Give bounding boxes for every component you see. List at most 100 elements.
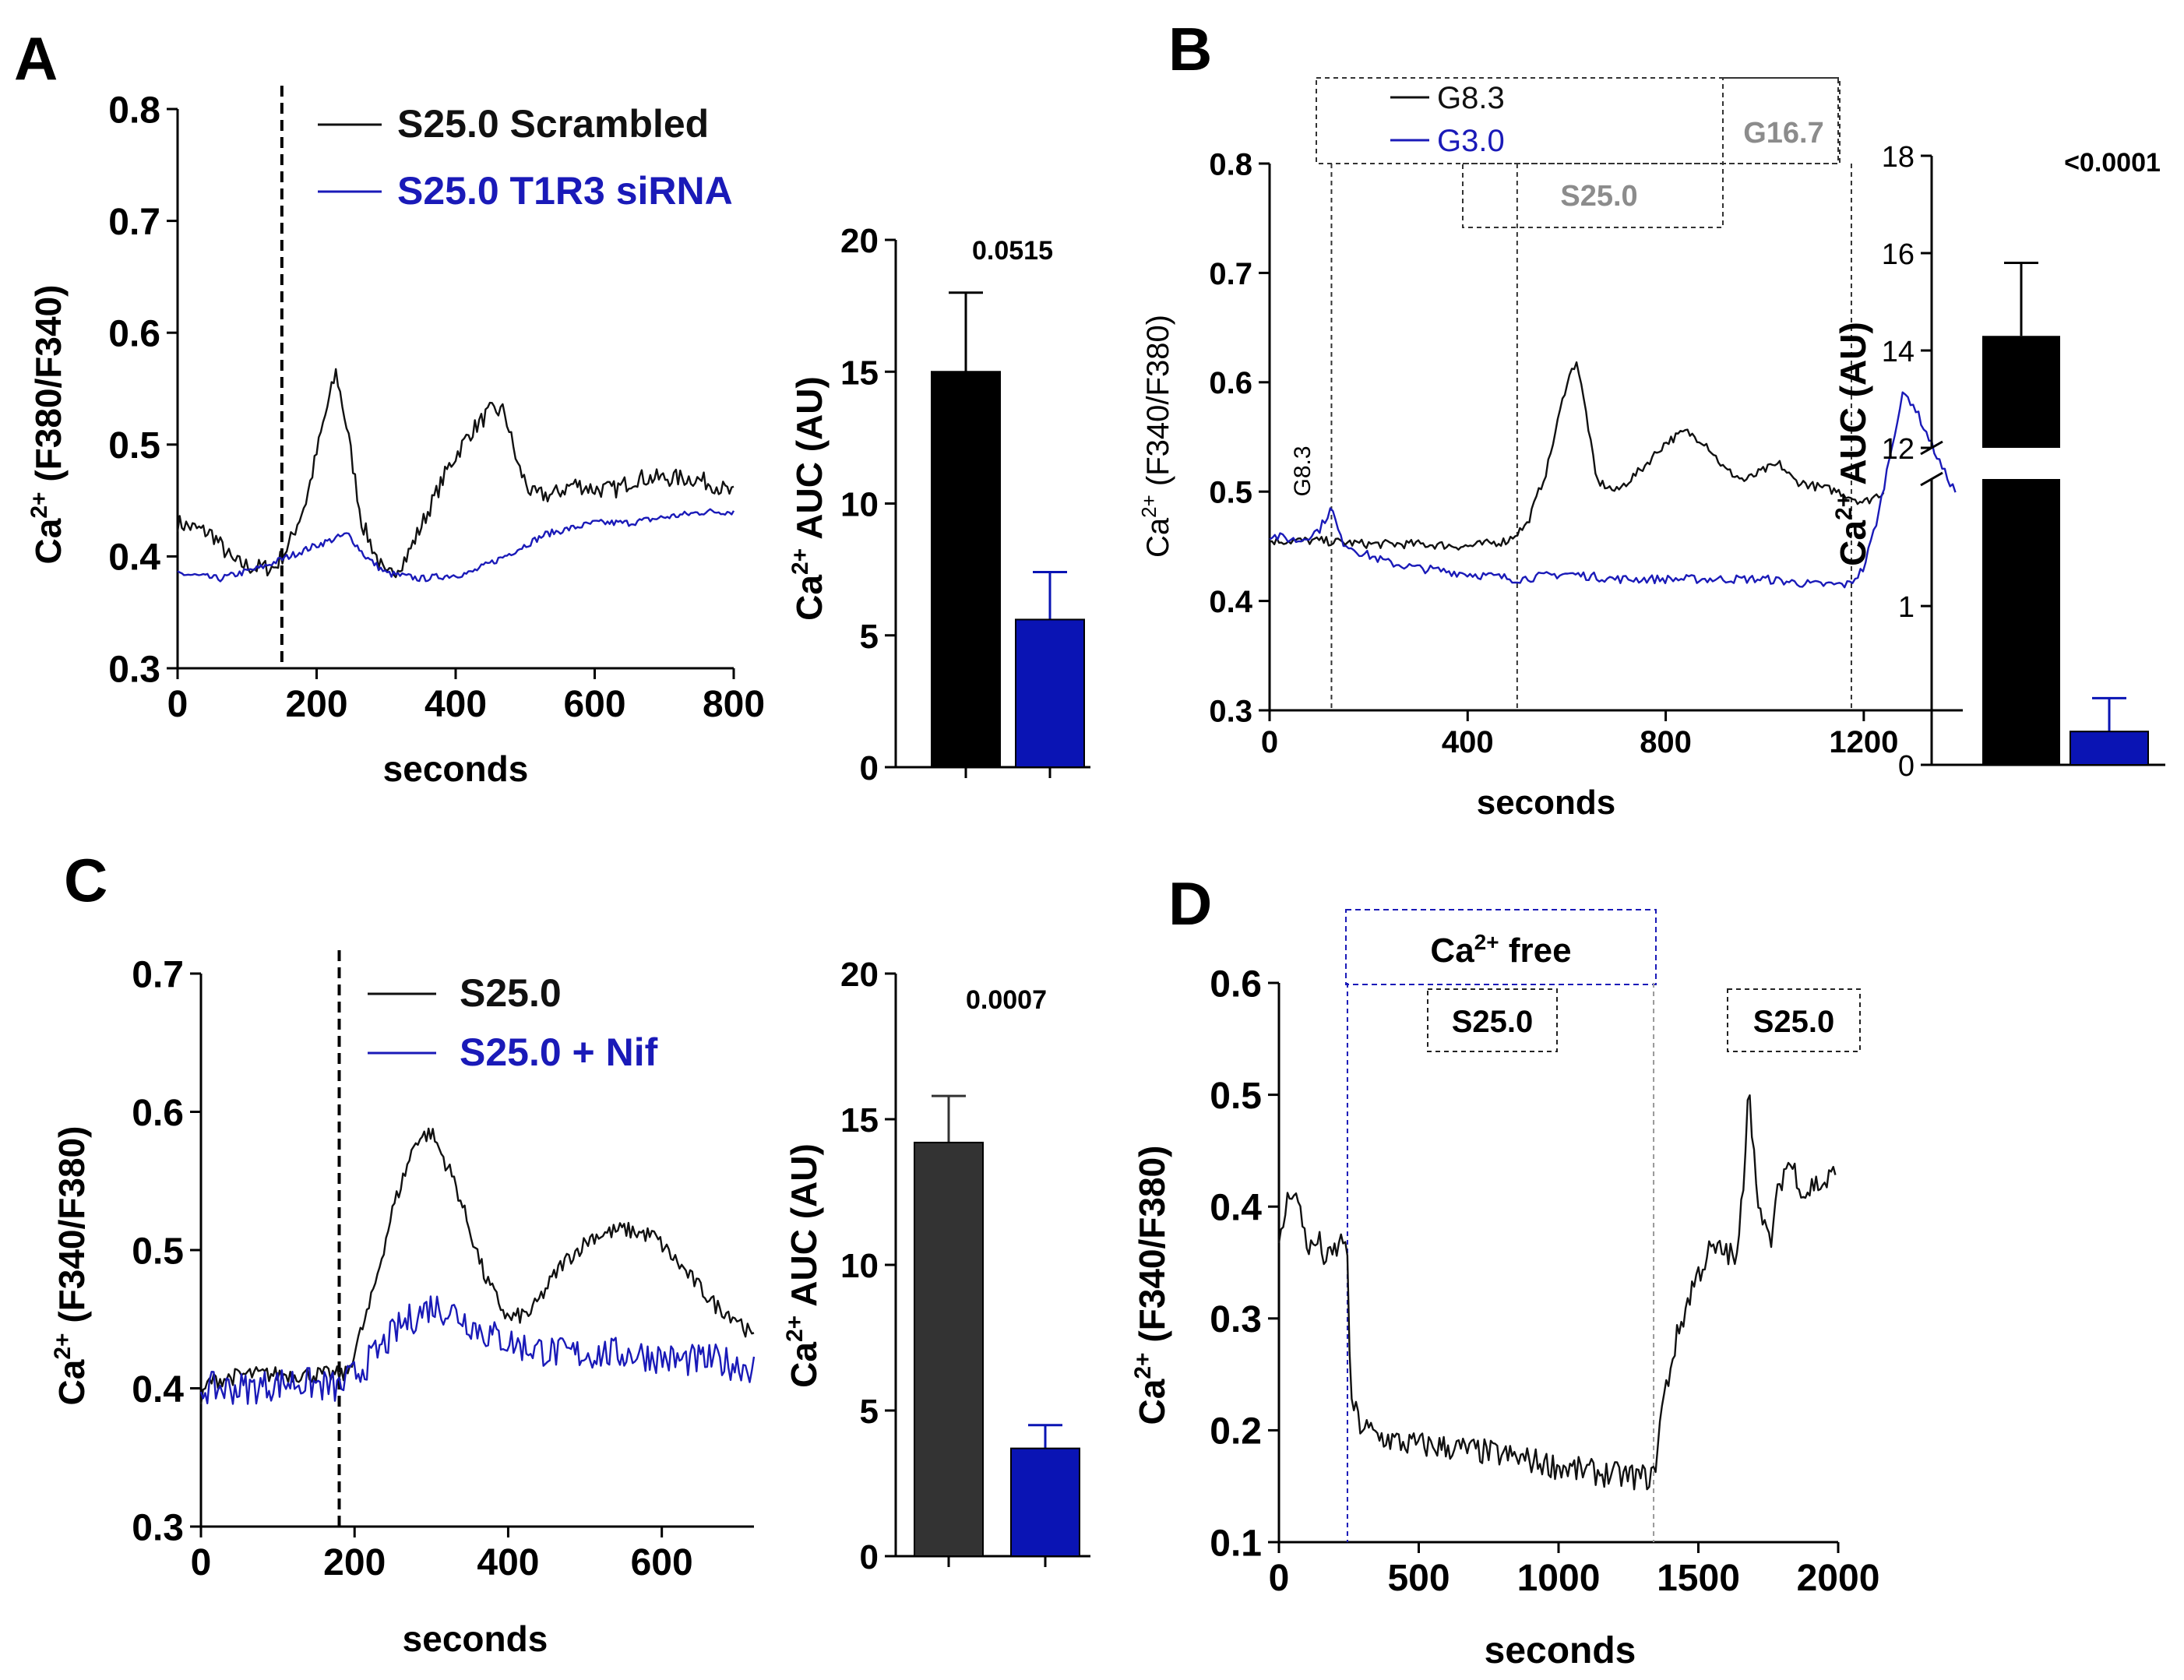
panel-b-legend: G8.3 G3.0 <box>1390 81 1505 158</box>
panel-c-x-tick-label: 400 <box>477 1542 539 1583</box>
panel-b-y-tick-label: 0.5 <box>1209 476 1252 510</box>
panel-d-x-tick-label: 1500 <box>1657 1558 1740 1599</box>
panel-c-y-tick-label: 0.5 <box>132 1231 184 1272</box>
period-label-s25: S25.0 <box>1560 180 1637 213</box>
panel-a-x-tick-label: 400 <box>424 684 487 725</box>
panel-a-x-tick-label: 800 <box>703 684 765 725</box>
panel-b-p-value: <0.0001 <box>2064 148 2161 178</box>
panel-b-y-tick-label: 0.4 <box>1209 585 1252 619</box>
panel-a-y-tick-label: 0.5 <box>108 425 160 467</box>
panel-b-axis-break-lower <box>1920 471 1943 487</box>
panel-b-series-line-2 <box>1269 391 1957 589</box>
panel-d-y-tick-label: 0.1 <box>1210 1523 1262 1564</box>
panel-a-x-tick-label: 0 <box>167 684 188 725</box>
panel-c-y-tick-label: 15 <box>840 1101 879 1139</box>
panel-d-series-line-1 <box>1277 1094 1837 1491</box>
panel-b-x-tick-label: 1200 <box>1829 725 1898 759</box>
panel-a-y-tick-label: 10 <box>840 486 879 524</box>
panel-c-bar-chart: 0 5 10 15 20 Ca2+ AUC (AU) 0.0007 <box>782 956 1090 1576</box>
panel-a-y-tick-label: 0 <box>860 749 879 787</box>
panel-a-legend: S25.0 Scrambled S25.0 T1R3 siRNA <box>318 102 733 213</box>
panel-b-y-tick-label: 1 <box>1898 591 1915 624</box>
period-label-g8-3: G8.3 <box>1290 446 1316 496</box>
panel-b-y-tick-label: 16 <box>1882 238 1915 271</box>
panel-a-series-line-2 <box>177 508 735 583</box>
panel-b-bar-1-lower <box>1982 479 2060 765</box>
panel-b-y-tick-label: 0 <box>1898 750 1915 783</box>
panel-c-x-tick-label: 0 <box>191 1542 212 1583</box>
panel-c-y-tick-label: 0.4 <box>132 1369 184 1411</box>
panel-b-y-tick-label: 0.6 <box>1209 366 1252 400</box>
panel-c-x-tick-label: 600 <box>631 1542 693 1583</box>
panel-letter-c: C <box>64 846 107 914</box>
panel-a-y-tick-label: 20 <box>840 222 879 260</box>
panel-b-x-tick-label: 800 <box>1640 725 1692 759</box>
panel-d-y-axis-label: Ca2+ (F340/F380) <box>1130 1146 1172 1425</box>
s25-label-second: S25.0 <box>1753 1005 1835 1039</box>
panel-d-y-tick-label: 0.3 <box>1210 1299 1262 1340</box>
panel-d-line-chart: Ca2+ free S25.0 S25.0 0.1 0.2 0.3 0.4 0.5 0.6… <box>1130 909 1880 1671</box>
panel-a-x-tick-label: 200 <box>285 684 347 725</box>
s25-box-second <box>1727 988 1861 1052</box>
panel-c-y-tick-label: 10 <box>840 1247 879 1285</box>
panel-c-x-tick-label: 200 <box>323 1542 386 1583</box>
panel-c-bar-1 <box>914 1141 984 1558</box>
panel-a-y-tick-label: 5 <box>860 618 879 656</box>
panel-b-y-tick-label: 18 <box>1882 141 1915 174</box>
panel-c-line-chart: 0.3 0.4 0.5 0.6 0.7 0 200 400 600 S25.0 S25.0 + … <box>50 950 756 1659</box>
panel-d-y-tick-label: 0.6 <box>1210 963 1262 1005</box>
panel-a-x-tick-label: 600 <box>563 684 625 725</box>
panel-d-x-tick-label: 2000 <box>1797 1558 1880 1599</box>
panel-b-x-axis-label: seconds <box>1477 784 1616 822</box>
panel-b-y-tick-label: 14 <box>1882 336 1915 368</box>
legend-label-s25-nif: S25.0 + Nif <box>460 1030 658 1074</box>
panel-a-y-tick-label: 15 <box>840 354 879 392</box>
panel-c-y-tick-label: 20 <box>840 956 879 994</box>
panel-c-bar-y-label: Ca2+ AUC (AU) <box>782 1143 824 1388</box>
panel-b-period-boxes <box>1316 77 1841 228</box>
panel-b-y-tick-label: 0.7 <box>1209 257 1252 291</box>
panel-c-x-axis-label: seconds <box>403 1618 548 1659</box>
legend-label-g3-0: G3.0 <box>1437 124 1505 158</box>
panel-b-series-line-1 <box>1269 361 1885 551</box>
panel-b-y-axis-label: Ca2+ (F340/F380) <box>1137 315 1175 558</box>
panel-a-y-tick-label: 0.3 <box>108 649 160 690</box>
panel-b-bar-1-upper <box>1982 336 2060 448</box>
panel-c-series-line-2 <box>199 1295 756 1405</box>
panel-c-legend: S25.0 S25.0 + Nif <box>368 971 658 1074</box>
ca-free-box <box>1345 909 1657 985</box>
panel-a-y-tick-label: 0.4 <box>108 537 160 579</box>
panel-b-bar-y-label: Ca2+ AUC (AU) <box>1831 322 1873 566</box>
panel-a-y-axis-label: Ca2+ (F380/F340) <box>26 285 69 565</box>
s25-box-first <box>1427 988 1558 1052</box>
panel-letter-a: A <box>14 24 58 93</box>
ca-free-label: Ca2+ free <box>1430 930 1571 970</box>
panel-d-x-axis-label: seconds <box>1485 1630 1636 1671</box>
panel-a-y-tick-label: 0.7 <box>108 202 160 243</box>
panel-b-bar-chart: 12 14 16 18 0 1 Ca2+ AUC (AU) <0.0001 <box>1831 141 2165 783</box>
s25-label-first: S25.0 <box>1452 1005 1534 1039</box>
panel-d-y-tick-label: 0.2 <box>1210 1411 1262 1453</box>
panel-c-y-tick-label: 0 <box>860 1538 879 1576</box>
panel-a-bar-1 <box>931 371 1001 768</box>
panel-b-x-tick-label: 400 <box>1442 725 1494 759</box>
panel-a-x-axis-label: seconds <box>383 748 529 789</box>
period-label-g16-7: G16.7 <box>1743 117 1824 150</box>
panel-c-y-tick-label: 5 <box>860 1393 879 1431</box>
legend-label-s25: S25.0 <box>460 971 562 1015</box>
panel-b-bar-2 <box>2070 731 2149 766</box>
legend-label-sirna: S25.0 T1R3 siRNA <box>397 169 733 213</box>
panel-d-x-tick-label: 1000 <box>1517 1558 1601 1599</box>
panel-c-p-value: 0.0007 <box>966 985 1047 1015</box>
panel-b-y-tick-label: 12 <box>1882 433 1915 466</box>
panel-a-y-tick-label: 0.6 <box>108 313 160 354</box>
panel-b-x-tick-label: 0 <box>1261 725 1278 759</box>
panel-d-x-tick-label: 500 <box>1387 1558 1450 1599</box>
panel-a-series-line-1 <box>176 368 734 579</box>
panel-a-y-tick-label: 0.8 <box>108 90 160 131</box>
panel-d-y-tick-label: 0.4 <box>1210 1187 1262 1228</box>
panel-letter-d: D <box>1168 869 1212 938</box>
panel-letter-b: B <box>1168 15 1212 83</box>
panel-c-y-axis-label: Ca2+ (F340/F380) <box>50 1126 92 1406</box>
